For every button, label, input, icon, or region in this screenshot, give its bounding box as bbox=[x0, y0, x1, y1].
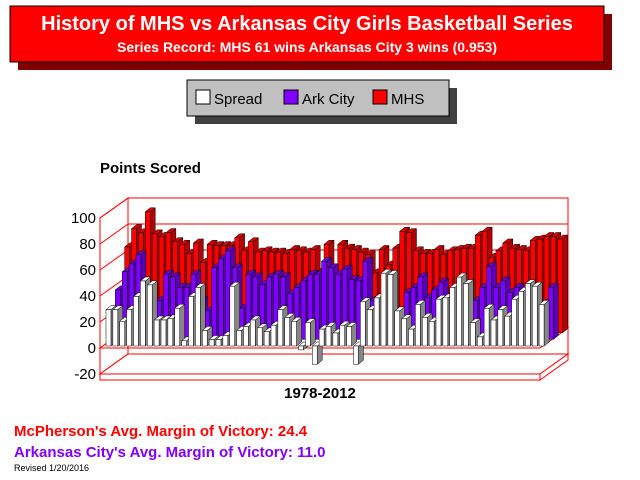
title-box-face bbox=[9, 5, 605, 63]
gridline-side bbox=[99, 223, 129, 245]
mhs-margin-text: McPherson's Avg. Margin of Victory: 24.4 bbox=[14, 423, 308, 440]
legend-swatch-mhs bbox=[372, 89, 388, 105]
base-slab-front bbox=[99, 373, 541, 381]
y-tick-label: 20 bbox=[79, 314, 96, 331]
y-tick-label: -20 bbox=[74, 366, 96, 383]
bar-mhs bbox=[557, 234, 569, 334]
bar-spread bbox=[311, 341, 323, 365]
gridline-side bbox=[99, 249, 129, 271]
chart-subtitle: Series Record: MHS 61 wins Arkansas City… bbox=[117, 39, 497, 55]
y-tick-label: 0 bbox=[88, 340, 96, 357]
y-axis-ticks: 100 80 60 40 20 0 -20 bbox=[71, 210, 96, 383]
title-box: History of MHS vs Arkansas City Girls Ba… bbox=[9, 5, 612, 70]
legend-face bbox=[186, 79, 450, 117]
base-floor bbox=[98, 353, 570, 375]
revised-date: Revised 1/20/2016 bbox=[14, 463, 89, 473]
legend-label-ark-city: Ark City bbox=[302, 91, 355, 108]
bar-ark-city bbox=[547, 282, 560, 340]
legend-label-spread: Spread bbox=[214, 91, 262, 108]
y-tick-label: 80 bbox=[79, 236, 96, 253]
chart-title: History of MHS vs Arkansas City Girls Ba… bbox=[41, 13, 573, 35]
bar-spread bbox=[538, 299, 550, 347]
legend-label-mhs: MHS bbox=[391, 91, 424, 108]
y-tick-label: 100 bbox=[71, 210, 96, 227]
bar-spread bbox=[174, 303, 186, 347]
gridline-side bbox=[99, 197, 129, 219]
y-axis-label: Points Scored bbox=[100, 160, 201, 177]
y-tick-label: 40 bbox=[79, 288, 96, 305]
legend-swatch-ark-city bbox=[283, 89, 299, 105]
bar-series bbox=[105, 207, 569, 365]
ark-margin-text: Arkansas City's Avg. Margin of Victory: … bbox=[14, 444, 325, 461]
bar-spread bbox=[290, 316, 303, 347]
y-tick-label: 60 bbox=[79, 262, 96, 279]
base-slab-side bbox=[539, 353, 569, 381]
x-axis-label: 1978-2012 bbox=[284, 385, 356, 402]
bar-spread bbox=[352, 341, 365, 365]
bar-spread bbox=[345, 321, 358, 347]
legend: Spread Ark City MHS bbox=[186, 79, 457, 124]
legend-swatch-spread bbox=[195, 89, 211, 105]
bar-spread bbox=[304, 318, 317, 347]
